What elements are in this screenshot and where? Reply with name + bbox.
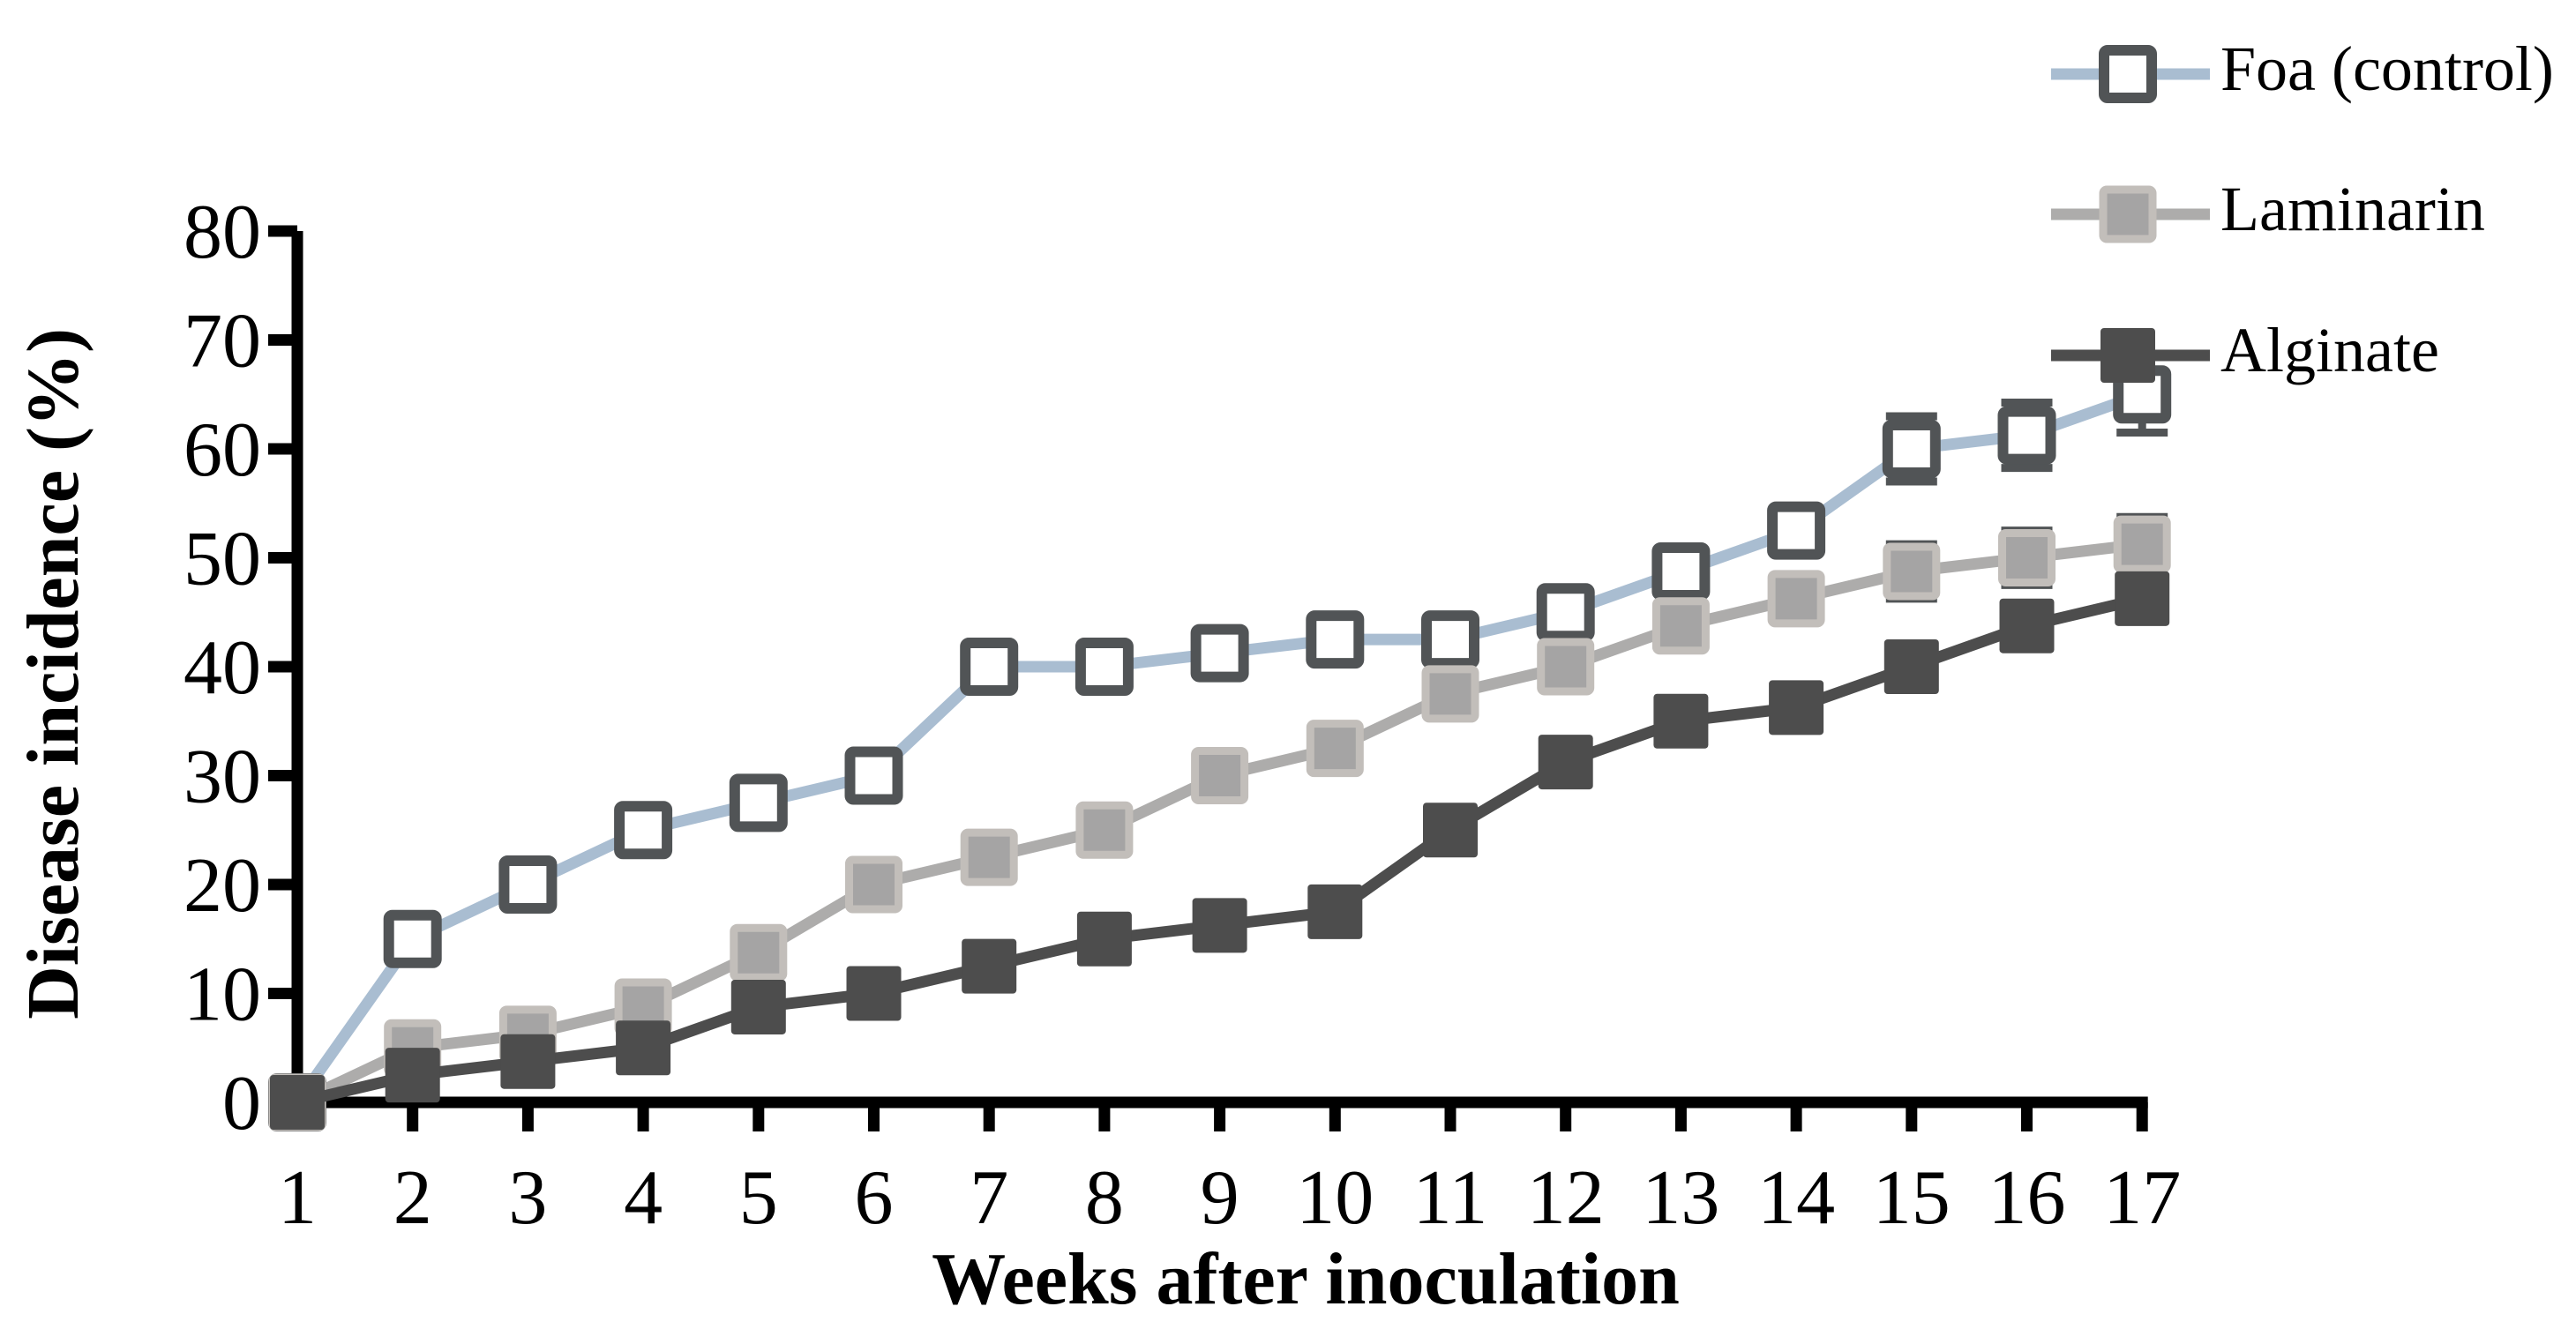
marker-square-open bbox=[498, 855, 558, 914]
marker-square-filled bbox=[1767, 570, 1825, 628]
y-tick-label: 50 bbox=[183, 517, 261, 602]
marker-square-open bbox=[1421, 610, 1479, 669]
marker-square-open bbox=[1767, 501, 1826, 560]
marker-square-open bbox=[614, 801, 673, 860]
y-tick-label: 40 bbox=[183, 625, 261, 711]
legend-item-laminarin: Laminarin bbox=[2051, 174, 2485, 244]
marker-square-filled bbox=[2099, 185, 2157, 243]
x-tick-label: 4 bbox=[624, 1155, 663, 1241]
marker-square-open bbox=[960, 638, 1019, 696]
legend-label: Alginate bbox=[2220, 315, 2439, 385]
y-axis-title: Disease incidence (%) bbox=[12, 328, 94, 1019]
x-tick-label: 16 bbox=[1988, 1155, 2066, 1241]
marker-square-filled bbox=[1769, 680, 1824, 735]
marker-square-filled bbox=[2100, 328, 2155, 383]
marker-square-filled bbox=[1653, 693, 1709, 749]
marker-square-filled bbox=[730, 923, 788, 982]
y-tick-label: 60 bbox=[183, 407, 261, 493]
marker-square-filled bbox=[1651, 597, 1710, 655]
x-tick-label: 11 bbox=[1413, 1155, 1488, 1241]
marker-square-filled bbox=[1537, 638, 1595, 696]
marker-square-filled bbox=[1423, 803, 1478, 858]
marker-square-open bbox=[2099, 45, 2157, 103]
marker-square-filled bbox=[962, 938, 1017, 994]
marker-square-filled bbox=[1998, 529, 2056, 586]
x-tick-label: 9 bbox=[1201, 1155, 1239, 1241]
x-tick-label: 6 bbox=[855, 1155, 894, 1241]
x-tick-label: 10 bbox=[1296, 1155, 1374, 1241]
marker-square-filled bbox=[1307, 884, 1363, 939]
marker-square-filled bbox=[1191, 747, 1249, 804]
marker-square-filled bbox=[730, 979, 786, 1034]
y-tick-label: 80 bbox=[183, 190, 261, 275]
marker-square-open bbox=[844, 746, 903, 805]
marker-square-filled bbox=[960, 828, 1018, 886]
marker-square-filled bbox=[385, 1048, 440, 1103]
marker-square-open bbox=[1190, 623, 1249, 683]
marker-square-open bbox=[1306, 610, 1365, 669]
marker-square-filled bbox=[2115, 571, 2170, 626]
y-tick-label: 0 bbox=[222, 1061, 261, 1146]
legend-item-alginate: Alginate bbox=[2051, 315, 2439, 385]
series-alginate bbox=[270, 571, 2170, 1130]
legend-item-foa-control: Foa (control) bbox=[2051, 34, 2554, 104]
x-tick-label: 13 bbox=[1642, 1155, 1719, 1241]
x-tick-label: 2 bbox=[393, 1155, 432, 1241]
marker-square-filled bbox=[1883, 639, 1939, 694]
legend-label: Foa (control) bbox=[2220, 34, 2554, 104]
marker-square-filled bbox=[2113, 515, 2171, 573]
marker-square-filled bbox=[1421, 665, 1479, 723]
x-tick-label: 12 bbox=[1527, 1155, 1605, 1241]
x-tick-label: 15 bbox=[1873, 1155, 1951, 1241]
marker-square-open bbox=[383, 909, 442, 968]
marker-square-open bbox=[1651, 541, 1711, 601]
marker-square-open bbox=[1997, 406, 2056, 465]
marker-square-open bbox=[729, 773, 788, 833]
series-laminarin bbox=[268, 512, 2171, 1131]
marker-square-filled bbox=[1538, 735, 1593, 790]
marker-square-filled bbox=[1076, 911, 1132, 967]
legend: Foa (control) Laminarin Alginate bbox=[2051, 34, 2554, 385]
marker-square-filled bbox=[845, 855, 902, 914]
y-tick-label: 20 bbox=[183, 843, 261, 929]
x-tick-label: 1 bbox=[278, 1155, 317, 1241]
y-tick-label: 70 bbox=[183, 299, 261, 385]
legend-label: Laminarin bbox=[2220, 174, 2485, 244]
x-tick-label: 17 bbox=[2103, 1155, 2181, 1241]
marker-square-filled bbox=[616, 1020, 671, 1076]
marker-square-open bbox=[1882, 420, 1941, 478]
marker-square-filled bbox=[1306, 720, 1364, 778]
marker-square-filled bbox=[270, 1075, 325, 1130]
x-tick-label: 14 bbox=[1757, 1155, 1835, 1241]
marker-square-open bbox=[1075, 638, 1134, 696]
x-tick-label: 5 bbox=[739, 1155, 778, 1241]
marker-square-open bbox=[1536, 583, 1595, 642]
marker-square-filled bbox=[1883, 542, 1941, 601]
marker-square-filled bbox=[1192, 898, 1247, 953]
series-foa-control bbox=[268, 352, 2172, 1131]
marker-square-filled bbox=[500, 1034, 556, 1089]
marker-square-filled bbox=[1075, 801, 1134, 859]
marker-square-filled bbox=[1999, 598, 2055, 653]
y-tick-label: 30 bbox=[183, 735, 261, 820]
y-tick-label: 10 bbox=[183, 952, 261, 1038]
x-tick-label: 8 bbox=[1085, 1155, 1124, 1241]
marker-square-filled bbox=[846, 966, 902, 1021]
x-axis-title: Weeks after inoculation bbox=[932, 1238, 1680, 1320]
x-tick-label: 3 bbox=[508, 1155, 547, 1241]
x-tick-label: 7 bbox=[970, 1155, 1008, 1241]
